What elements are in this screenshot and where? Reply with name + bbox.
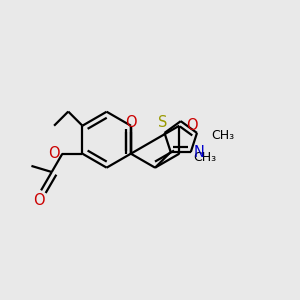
Text: O: O bbox=[48, 146, 59, 161]
Text: CH₃: CH₃ bbox=[194, 151, 217, 164]
Text: N: N bbox=[193, 145, 204, 160]
Text: CH₃: CH₃ bbox=[212, 129, 235, 142]
Text: S: S bbox=[158, 115, 168, 130]
Text: O: O bbox=[33, 193, 44, 208]
Text: O: O bbox=[186, 118, 197, 133]
Text: O: O bbox=[125, 116, 137, 130]
